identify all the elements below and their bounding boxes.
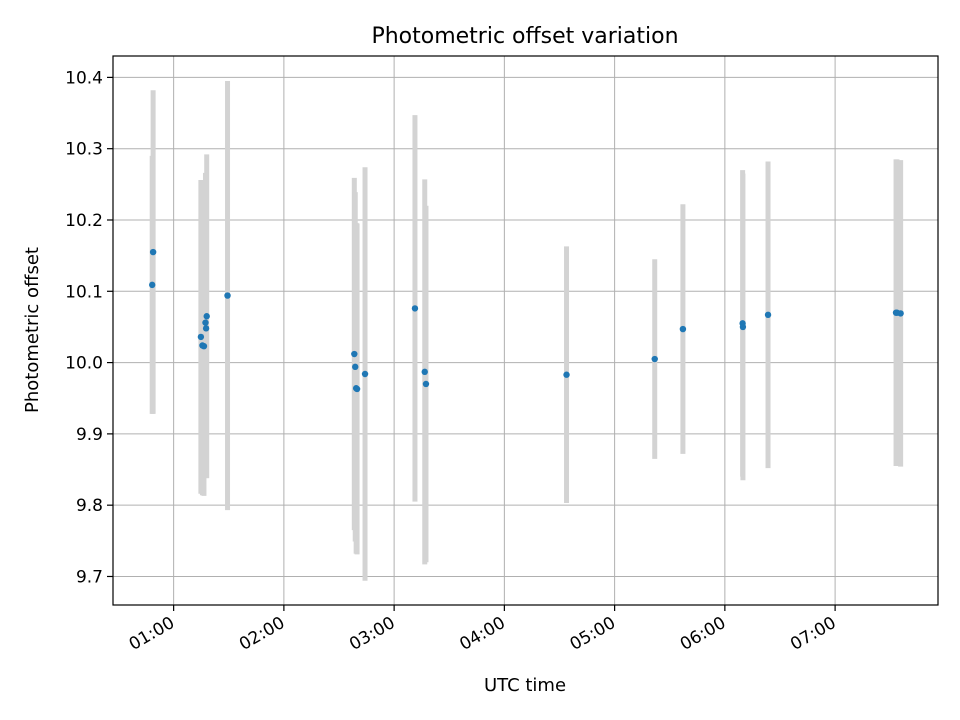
data-point <box>353 385 361 393</box>
data-point <box>897 310 904 317</box>
data-point <box>224 292 231 299</box>
data-point <box>679 325 687 333</box>
data-point <box>563 371 570 378</box>
y-axis-ticks: 9.7 9.8 9.9 10.0 10.1 10.2 10.3 10.4 <box>65 68 113 587</box>
data-point <box>651 355 658 363</box>
data-point <box>202 325 210 332</box>
y-tick-label: 10.0 <box>65 354 103 374</box>
data-point <box>352 363 359 371</box>
x-axis-label: UTC time <box>484 675 566 696</box>
y-tick-label: 9.9 <box>76 425 103 445</box>
data-point <box>421 368 428 376</box>
y-tick-label: 10.3 <box>65 140 103 160</box>
y-tick-label: 10.4 <box>65 68 103 88</box>
y-tick-label: 9.7 <box>76 567 103 587</box>
data-point <box>411 305 419 312</box>
data-point <box>203 313 210 320</box>
data-point <box>197 333 205 341</box>
data-point <box>149 248 157 256</box>
data-point <box>764 311 772 319</box>
y-axis-label: Photometric offset <box>22 247 43 413</box>
data-point <box>361 370 369 378</box>
y-tick-label: 10.2 <box>65 211 103 231</box>
plot-frame <box>112 55 939 606</box>
data-point <box>422 380 430 388</box>
y-tick-label: 10.1 <box>65 282 103 302</box>
data-point <box>148 281 156 289</box>
data-point <box>739 323 747 331</box>
data-points <box>148 248 904 393</box>
data-point <box>351 350 358 358</box>
data-point <box>202 319 209 326</box>
data-point <box>200 342 208 350</box>
grid <box>113 56 938 605</box>
y-tick-label: 9.8 <box>76 496 103 516</box>
chart-title: Photometric offset variation <box>371 24 678 49</box>
